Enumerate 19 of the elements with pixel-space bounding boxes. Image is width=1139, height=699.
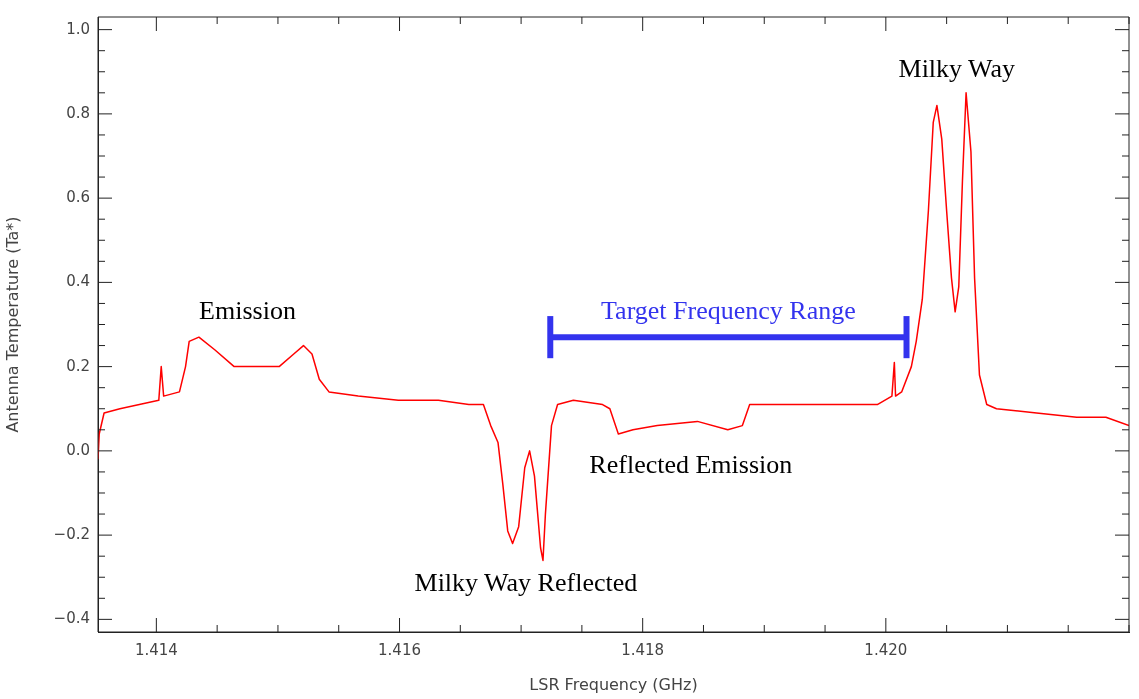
x-axis-title: LSR Frequency (GHz) [529,674,698,694]
annotation: Emission [199,296,296,326]
x-tick-label: 1.416 [378,640,421,659]
y-tick-label: −0.2 [53,525,90,544]
y-tick-label: 1.0 [66,19,90,38]
x-tick-label: 1.420 [864,640,908,659]
y-tick-label: 0.8 [66,103,90,122]
x-tick-label: 1.418 [621,640,665,659]
x-tick-label: 1.414 [134,640,178,659]
y-tick-label: 0.6 [66,188,90,207]
annotation: Milky Way [898,53,1016,83]
series-label: Target Frequency Range [601,295,856,325]
y-tick-label: 0.2 [66,356,90,375]
y-tick-label: 0.4 [66,272,90,291]
y-tick-label: 0.0 [66,440,90,459]
y-axis-title: Antenna Temperature (Ta*) [2,216,22,433]
annotation: Milky Way Reflected [414,567,638,597]
annotation: Reflected Emission [589,449,793,479]
y-tick-label: −0.4 [53,609,90,628]
